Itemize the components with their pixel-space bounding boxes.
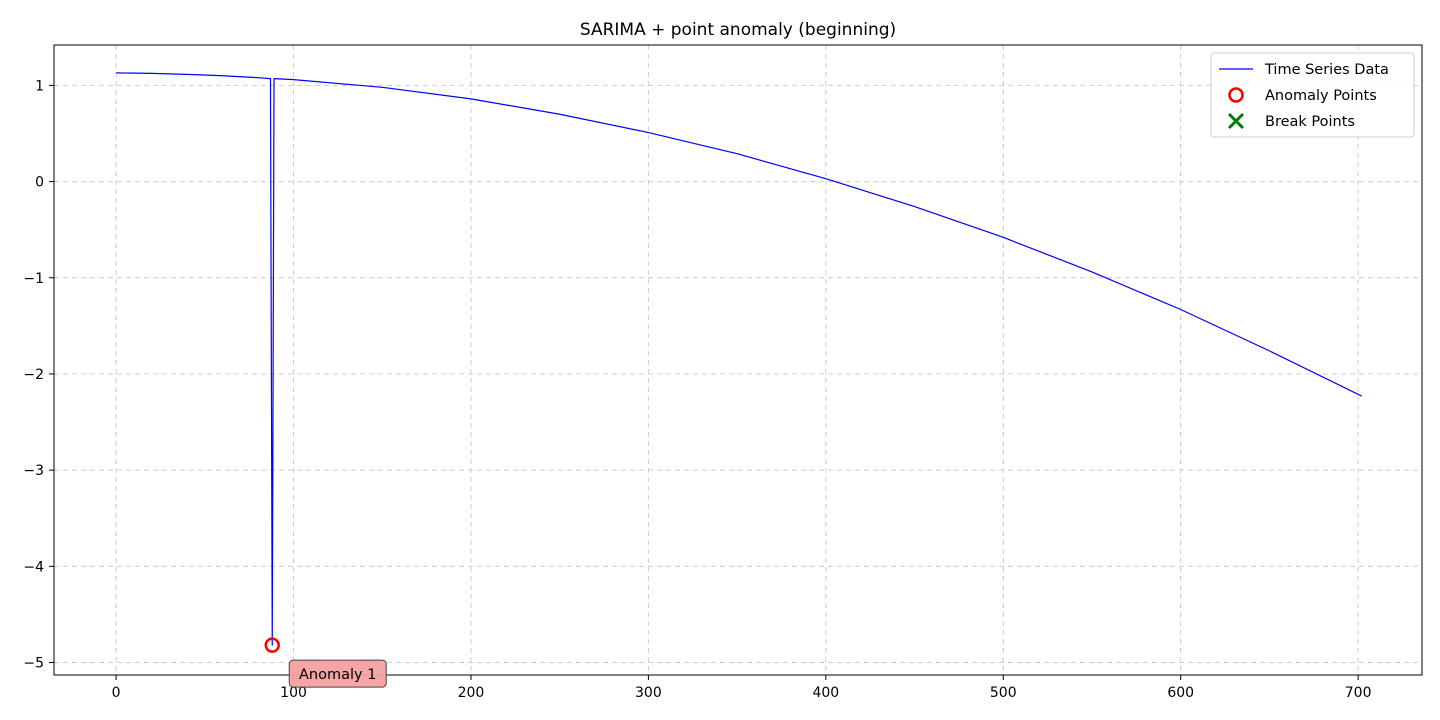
legend-swatch-break (1227, 112, 1245, 130)
x-tick-label: 300 (635, 685, 662, 701)
y-tick-label: −4 (23, 559, 44, 575)
y-tick-label: −1 (23, 271, 44, 287)
y-tick-label: 1 (35, 78, 44, 94)
annotation-anomaly-1: Anomaly 1 (288, 659, 387, 688)
x-tick-label: 400 (812, 685, 839, 701)
x-tick-label: 200 (458, 685, 485, 701)
legend-label-break-points: Break Points (1265, 114, 1355, 130)
annotation-layer: Anomaly 1 (288, 659, 387, 688)
x-tick-label: 0 (112, 685, 121, 701)
chart-title: SARIMA + point anomaly (beginning) (580, 20, 896, 40)
y-tick-label: 0 (35, 175, 44, 191)
x-tick-label: 600 (1167, 685, 1194, 701)
series-layer (116, 72, 1362, 646)
marker-layer (264, 637, 280, 653)
grid-layer (54, 45, 1422, 675)
x-tick-label: 100 (280, 685, 307, 701)
annotation-label: Anomaly 1 (299, 667, 376, 683)
legend: Time Series Data Anomaly Points Break Poin… (1210, 52, 1415, 138)
plot-frame (53, 44, 1423, 676)
y-tick-label: −2 (23, 367, 44, 383)
legend-swatch-anomaly (1228, 87, 1244, 103)
x-tick-label: 500 (990, 685, 1017, 701)
legend-box (1210, 52, 1415, 138)
y-tick-label: −5 (23, 655, 44, 671)
y-tick-label: −3 (23, 463, 44, 479)
anomaly-point (264, 637, 280, 653)
legend-label-time-series-data: Time Series Data (1264, 62, 1389, 78)
x-tick-label: 700 (1345, 685, 1372, 701)
tick-layer: 0 100 200 300 400 500 600 700 1 0 −1 −2 −3 −4 −5 (23, 78, 1371, 701)
annotation-box (288, 659, 387, 688)
series-line-time-series-data (116, 72, 1362, 646)
legend-label-anomaly-points: Anomaly Points (1265, 88, 1377, 104)
